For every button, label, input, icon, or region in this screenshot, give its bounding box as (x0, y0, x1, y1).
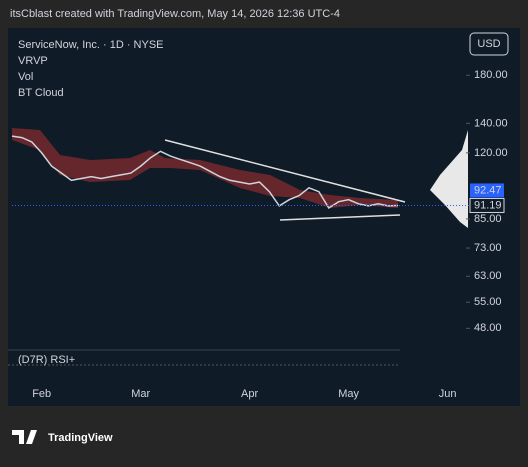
chart-panel (8, 28, 520, 406)
x-tick-label: May (338, 388, 359, 400)
x-tick-label: Mar (131, 388, 150, 400)
y-tick-label: 63.00 (474, 270, 502, 282)
caption: itsCblast created with TradingView.com, … (10, 8, 340, 20)
x-tick-label: Feb (32, 388, 51, 400)
price-marker-box (470, 183, 504, 198)
currency-button[interactable] (469, 32, 509, 56)
indicator: Vol (18, 71, 33, 83)
brand: TradingView (48, 432, 113, 444)
y-tick-label: 73.00 (474, 242, 502, 254)
volume-profile (430, 130, 468, 228)
logo (12, 430, 37, 444)
x-tick-label: Apr (241, 388, 258, 400)
y-tick-label: 180.00 (474, 69, 508, 81)
logo-mark (12, 430, 37, 444)
y-tick-label: 85.00 (474, 213, 502, 225)
price-marker-label: 92.47 (474, 184, 502, 196)
symbol-title: ServiceNow, Inc. · 1D · NYSE (18, 39, 164, 51)
last-price-box (469, 197, 505, 213)
indicator: VRVP (18, 55, 48, 67)
indicator: BT Cloud (18, 87, 64, 99)
trend-line (164, 139, 406, 203)
price-line (11, 135, 399, 210)
trend-line (279, 214, 401, 221)
panel-label: (D7R) RSI+ (18, 354, 75, 366)
x-tick-label: Jun (439, 388, 457, 400)
y-tick-label: 140.00 (474, 117, 508, 129)
y-tick-label: 55.00 (474, 296, 502, 308)
currency: USD (477, 38, 500, 50)
y-tick-label: 120.00 (474, 147, 508, 159)
last-price-label: 91.19 (474, 199, 502, 211)
y-tick-label: 48.00 (474, 322, 502, 334)
